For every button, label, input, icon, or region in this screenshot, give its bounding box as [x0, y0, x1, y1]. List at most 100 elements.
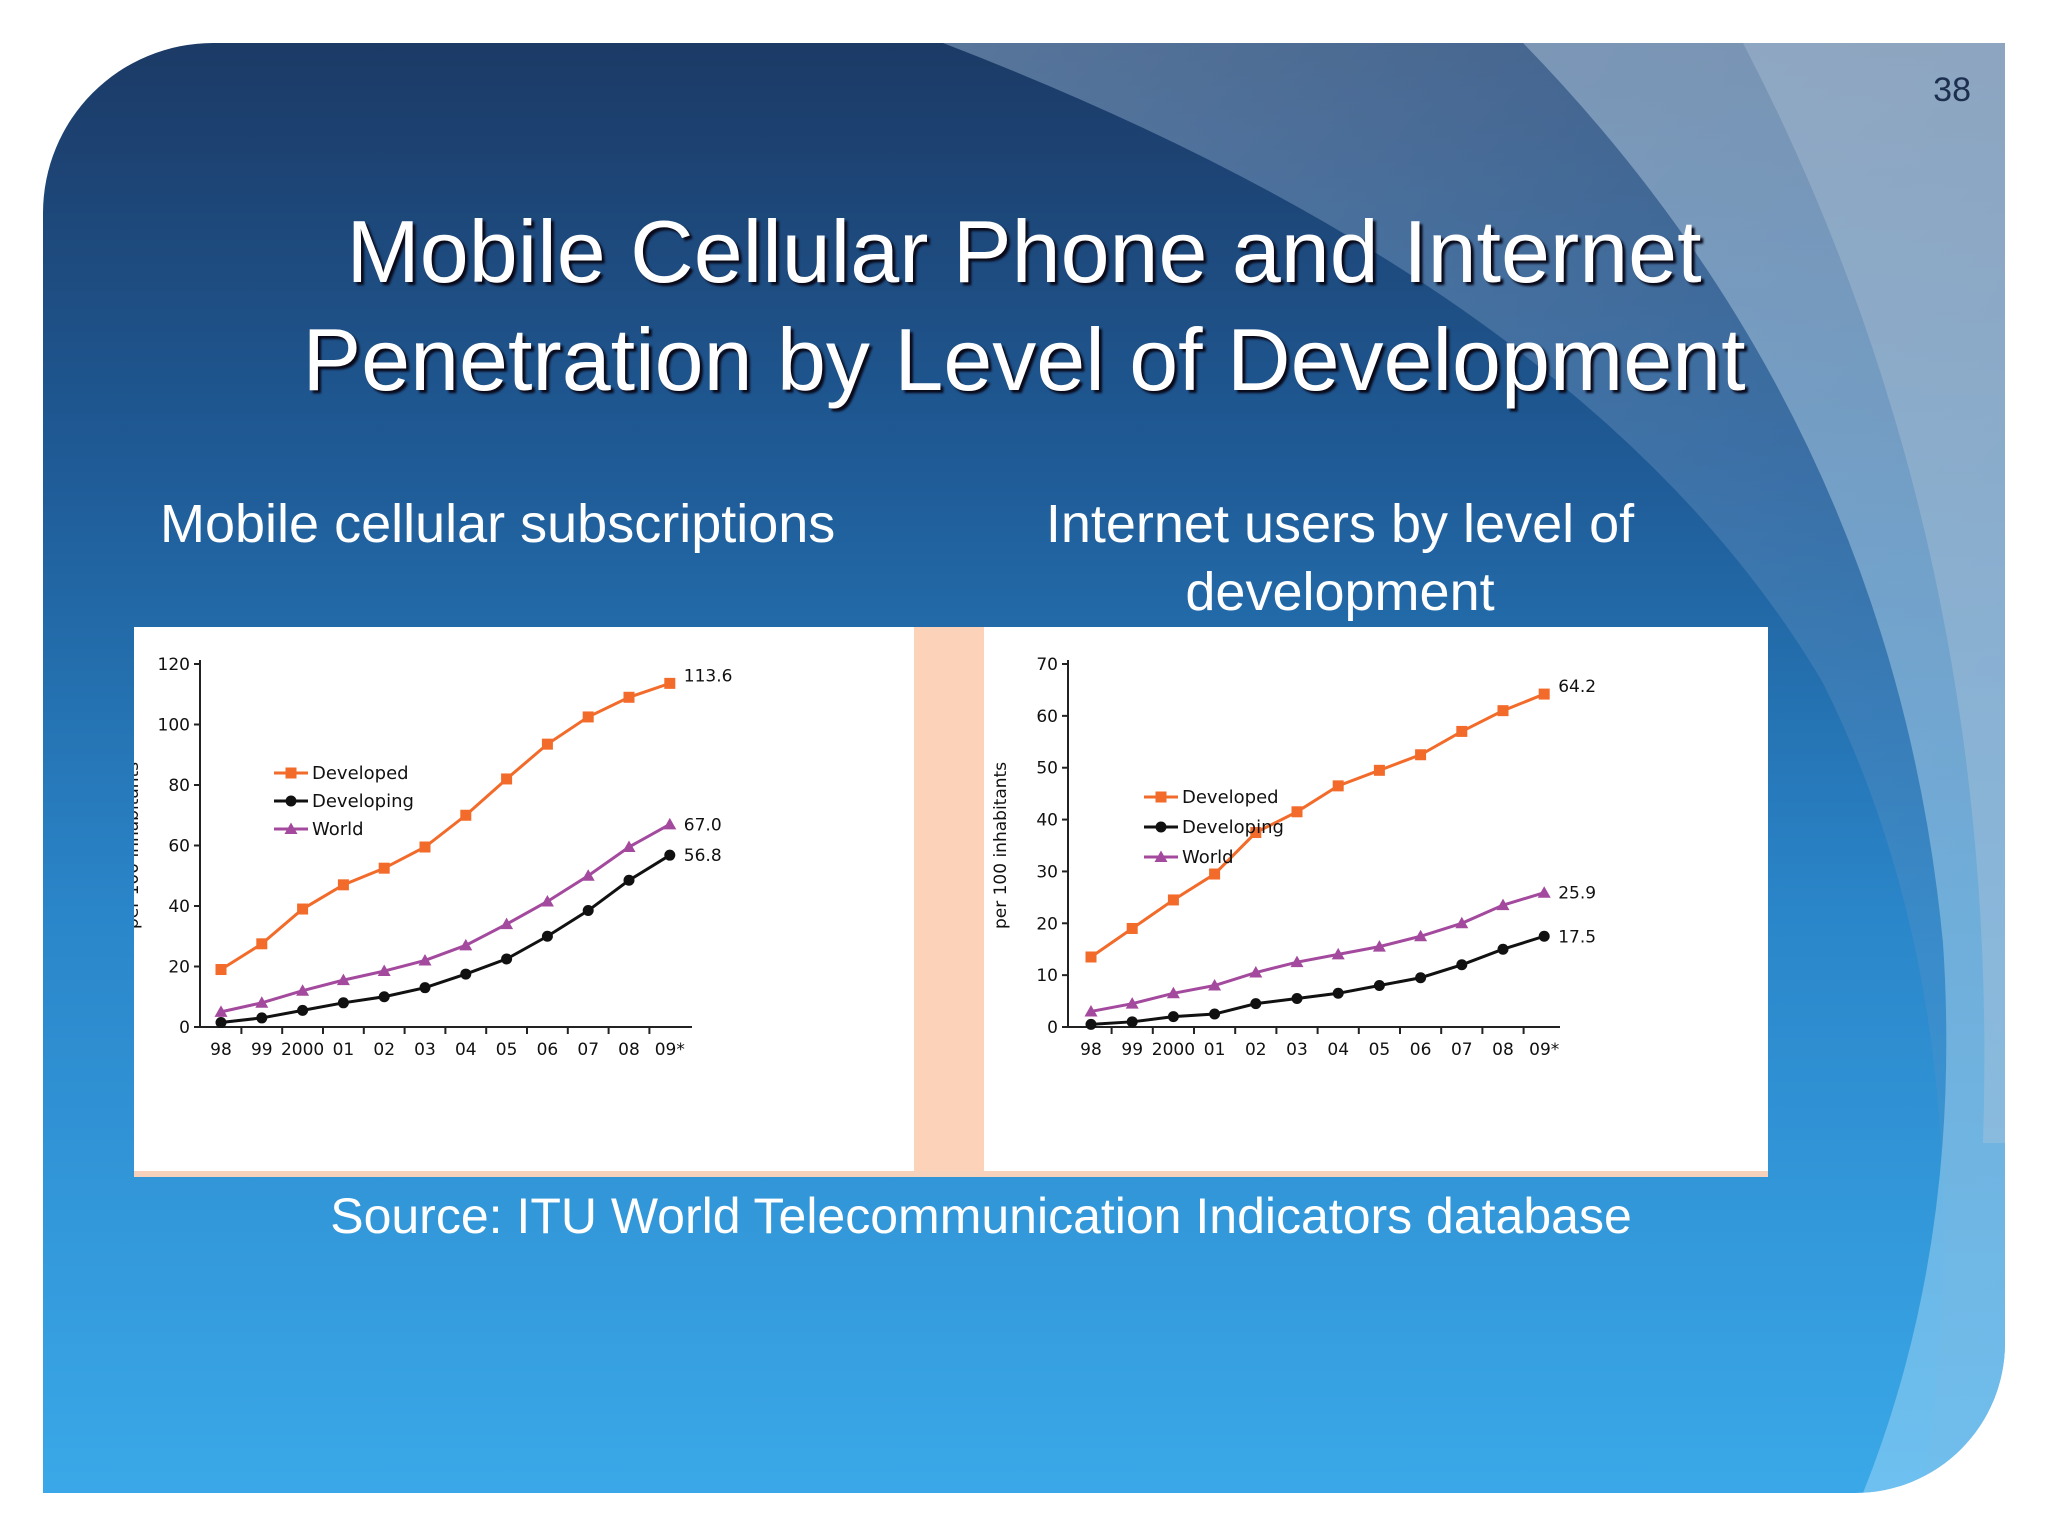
mobile-developed-point: [664, 677, 676, 689]
internet-legend-world-label: World: [1182, 847, 1234, 868]
mobile-world-point: [336, 973, 350, 986]
mobile-developing-point: [541, 930, 553, 942]
slide-title: Mobile Cellular Phone and Internet Penet…: [43, 198, 2005, 414]
internet-world-point: [1166, 986, 1180, 999]
internet-developed-point: [1415, 749, 1427, 761]
internet-y-tick-label: 70: [1036, 655, 1058, 675]
internet-legend-developed-label: Developed: [1182, 787, 1279, 808]
internet-developing-point: [1497, 943, 1509, 955]
internet-x-tick-label: 09*: [1529, 1040, 1559, 1060]
mobile-y-tick-label: 20: [168, 958, 190, 978]
internet-developed-point: [1373, 764, 1385, 776]
title-line-2: Penetration by Level of Development: [302, 310, 1746, 409]
mobile-x-tick-label: 99: [251, 1040, 273, 1060]
internet-world-point: [1331, 947, 1345, 960]
chart-divider: [914, 627, 984, 1175]
mobile-world-point: [377, 964, 391, 977]
internet-x-tick-label: 01: [1204, 1040, 1226, 1060]
mobile-world-point: [622, 840, 636, 853]
mobile-world-end-label: 67.0: [684, 815, 722, 835]
mobile-world-point: [214, 1005, 228, 1017]
internet-legend-world-marker: [1154, 850, 1168, 862]
internet-developing-point: [1250, 998, 1262, 1010]
title-line-1: Mobile Cellular Phone and Internet: [346, 202, 1702, 301]
mobile-world-point: [663, 817, 677, 830]
mobile-y-tick-label: 60: [168, 837, 190, 857]
internet-developed-point: [1250, 827, 1262, 839]
internet-world-point: [1249, 966, 1263, 978]
mobile-x-tick-label: 04: [455, 1040, 477, 1060]
source-citation: Source: ITU World Telecommunication Indi…: [330, 1188, 1632, 1244]
mobile-developing-point: [460, 968, 472, 980]
internet-legend-developing-label: Developing: [1182, 817, 1284, 838]
mobile-legend-developing-marker: [285, 795, 297, 807]
internet-developing-point: [1167, 1011, 1179, 1023]
internet-chart: 0 10 20 30 40 50 60 70 98 99 2000 01 02 03 04 05 06 07 08 0…: [991, 655, 1596, 1060]
mobile-developed-line: [220, 681, 671, 971]
internet-x-tick-label: 99: [1121, 1040, 1143, 1060]
mobile-x-tick-label: 09*: [655, 1040, 685, 1060]
internet-x-tick-label: 08: [1492, 1040, 1514, 1060]
mobile-chart-panel: 0 20 40 60 80 100 120 98 99 2000 01 02 03 04 05 06 07 08 0…: [123, 627, 914, 1175]
internet-world-point: [1290, 955, 1304, 968]
subtitle-internet: Internet users by level of development: [990, 490, 1690, 626]
mobile-developing-point: [256, 1012, 268, 1024]
internet-x-tick-label: 03: [1286, 1040, 1308, 1060]
internet-developing-point: [1085, 1018, 1097, 1030]
internet-world-line: [1090, 891, 1545, 1013]
mobile-legend-world-label: World: [312, 819, 364, 840]
internet-developed-point: [1209, 868, 1221, 880]
mobile-legend-world-marker: [284, 822, 298, 834]
internet-chart-panel: 0 10 20 30 40 50 60 70 98 99 2000 01 02 03 04 05 06 07 08 0…: [984, 627, 1768, 1175]
mobile-legend-developing-label: Developing: [312, 791, 414, 812]
mobile-developed-point: [378, 862, 390, 874]
internet-world-point: [1537, 886, 1551, 898]
mobile-y-axis-label: per 100 inhabitants: [134, 762, 143, 929]
internet-developing-point: [1415, 972, 1427, 984]
mobile-developing-point: [337, 997, 349, 1009]
mobile-world-point: [255, 996, 269, 1008]
subtitle-internet-line-2: development: [1185, 562, 1495, 622]
mobile-developed-point: [582, 711, 594, 723]
internet-developed-point: [1332, 780, 1344, 792]
internet-legend-developing-marker: [1155, 821, 1167, 833]
mobile-y-tick-label: 0: [179, 1018, 190, 1038]
internet-developed-point: [1456, 725, 1468, 737]
internet-world-point: [1455, 916, 1469, 929]
internet-legend-developed-marker: [1155, 791, 1167, 803]
mobile-developing-point: [297, 1004, 309, 1016]
internet-world-point: [1414, 929, 1428, 942]
internet-y-tick-label: 50: [1036, 759, 1058, 779]
mobile-developed-point: [337, 879, 349, 891]
mobile-developed-point: [256, 938, 268, 950]
mobile-developing-point: [582, 905, 594, 917]
mobile-x-tick-label: 98: [210, 1040, 232, 1060]
mobile-world-point: [500, 917, 514, 930]
mobile-y-tick-label: 80: [168, 776, 190, 796]
mobile-x-tick-label: 05: [496, 1040, 518, 1060]
internet-x-tick-label: 07: [1451, 1040, 1473, 1060]
internet-y-axis-label: per 100 inhabitants: [991, 762, 1011, 929]
mobile-x-tick-label: 02: [373, 1040, 395, 1060]
internet-developing-point: [1291, 992, 1303, 1004]
internet-x-tick-label: 06: [1410, 1040, 1432, 1060]
mobile-developing-point: [623, 874, 635, 886]
background-swoosh: [943, 43, 2005, 1493]
internet-developing-point: [1126, 1016, 1138, 1028]
internet-developed-point: [1085, 951, 1097, 963]
internet-x-tick-label: 05: [1369, 1040, 1391, 1060]
internet-developed-point: [1538, 688, 1550, 700]
internet-world-end-label: 25.9: [1558, 884, 1596, 904]
mobile-x-tick-label: 03: [414, 1040, 436, 1060]
subtitle-mobile: Mobile cellular subscriptions: [160, 494, 836, 554]
internet-y-tick-label: 10: [1036, 966, 1058, 986]
mobile-developing-line: [220, 853, 671, 1024]
subtitle-internet-line-1: Internet users by level of: [1045, 494, 1635, 554]
mobile-x-tick-label: 06: [537, 1040, 559, 1060]
mobile-world-point: [418, 953, 432, 966]
internet-world-point: [1496, 898, 1510, 911]
mobile-developed-point: [215, 964, 227, 976]
mobile-world-point: [540, 894, 554, 907]
internet-developing-point: [1538, 930, 1550, 942]
mobile-developed-end-label: 113.6: [684, 666, 733, 686]
